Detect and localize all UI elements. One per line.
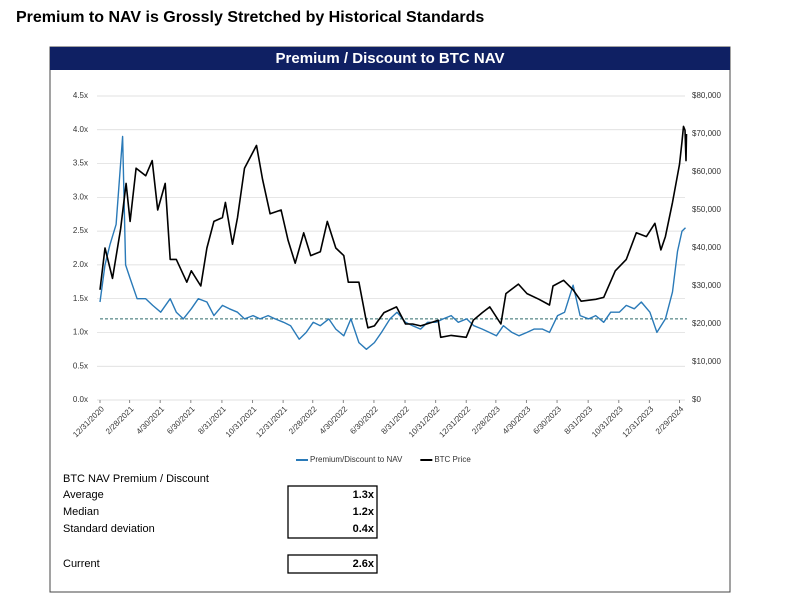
- x-tick-label: 2/29/2024: [654, 404, 686, 436]
- stats-box: [287, 485, 378, 539]
- y-tick-label: 2.5x: [73, 226, 88, 235]
- x-tick-label: 10/31/2023: [590, 404, 625, 439]
- stats-title: BTC NAV Premium / Discount: [63, 473, 209, 485]
- x-tick-label: 8/31/2021: [196, 404, 228, 436]
- y-tick-label: 2.0x: [73, 260, 88, 269]
- x-tick-label: 2/28/2023: [470, 404, 502, 436]
- x-tick-label: 12/31/2021: [254, 404, 289, 439]
- stats-value: 2.6x: [353, 558, 375, 570]
- title-bar: [50, 47, 730, 70]
- stats-value: 0.4x: [353, 523, 375, 535]
- x-tick-label: 6/30/2023: [531, 404, 563, 436]
- legend-label: Premium/Discount to NAV: [310, 455, 403, 464]
- y2-tick-label: $60,000: [692, 167, 721, 176]
- y2-tick-label: $30,000: [692, 281, 721, 290]
- y-tick-label: 3.5x: [73, 159, 88, 168]
- x-tick-label: 12/31/2022: [437, 404, 472, 439]
- stats-value: 1.2x: [353, 506, 375, 518]
- x-tick-label: 4/30/2022: [318, 404, 350, 436]
- x-tick-label: 2/28/2022: [287, 404, 319, 436]
- page-title: Premium to NAV is Grossly Stretched by H…: [16, 9, 484, 26]
- y-tick-label: 1.5x: [73, 294, 88, 303]
- chart-title: Premium / Discount to BTC NAV: [276, 50, 505, 67]
- stats-label: Current: [63, 558, 100, 570]
- x-tick-label: 6/30/2022: [348, 404, 380, 436]
- y2-tick-label: $40,000: [692, 243, 721, 252]
- legend-label: BTC Price: [434, 455, 471, 464]
- y2-tick-label: $80,000: [692, 91, 721, 100]
- stats-label: Average: [63, 489, 104, 501]
- stats-label: Standard deviation: [63, 523, 155, 535]
- y-tick-label: 3.0x: [73, 192, 88, 201]
- x-tick-label: 8/31/2022: [379, 404, 411, 436]
- series-line: [99, 125, 688, 339]
- x-tick-label: 4/30/2023: [501, 404, 533, 436]
- y2-tick-label: $50,000: [692, 205, 721, 214]
- y2-tick-label: $10,000: [692, 357, 721, 366]
- current-box: [287, 554, 378, 574]
- y-tick-label: 1.0x: [73, 328, 88, 337]
- y-tick-label: 4.5x: [73, 91, 88, 100]
- x-tick-label: 4/30/2021: [135, 404, 167, 436]
- x-tick-label: 8/31/2023: [563, 404, 595, 436]
- x-tick-label: 12/31/2020: [71, 404, 106, 439]
- x-tick-label: 10/31/2022: [407, 404, 442, 439]
- x-tick-label: 2/28/2021: [104, 404, 136, 436]
- y-tick-label: 4.0x: [73, 125, 88, 134]
- y-tick-label: 0.0x: [73, 395, 88, 404]
- x-tick-label: 6/30/2021: [165, 404, 197, 436]
- y2-tick-label: $20,000: [692, 319, 721, 328]
- stats-label: Median: [63, 506, 99, 518]
- y-tick-label: 0.5x: [73, 361, 88, 370]
- y2-tick-label: $0: [692, 395, 701, 404]
- stats-value: 1.3x: [353, 489, 375, 501]
- series-line: [99, 135, 686, 350]
- y2-tick-label: $70,000: [692, 129, 721, 138]
- x-tick-label: 12/31/2023: [621, 404, 656, 439]
- x-tick-label: 10/31/2021: [224, 404, 259, 439]
